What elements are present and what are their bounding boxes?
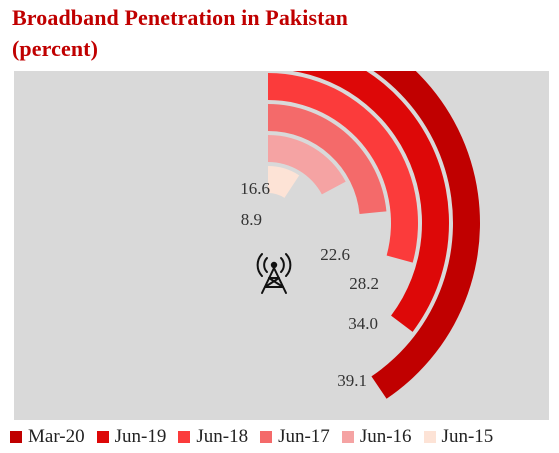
- legend-swatch: [178, 431, 191, 443]
- legend-swatch: [341, 431, 354, 443]
- legend-item-jun-19: Jun-19: [96, 426, 167, 448]
- legend-label: Jun-17: [278, 426, 330, 447]
- legend-swatch: [423, 431, 436, 443]
- legend-swatch: [96, 431, 109, 443]
- legend: Mar-20 Jun-19 Jun-18 Jun-17 Jun-16 Jun-15: [10, 424, 555, 450]
- legend-swatch: [260, 431, 273, 443]
- legend-swatch: [10, 431, 22, 443]
- legend-item-mar-20: Mar-20: [10, 426, 85, 448]
- plot-area: 8.9 16.6 22.6 28.2 34.0 39.1: [14, 71, 549, 420]
- legend-item-jun-18: Jun-18: [178, 426, 248, 448]
- legend-label: Jun-19: [114, 426, 167, 447]
- legend-label: Jun-18: [196, 426, 249, 447]
- value-label-jun-18: 28.2: [349, 274, 379, 293]
- value-label-jun-17: 22.6: [320, 245, 350, 264]
- chart-title: Broadband Penetration in Pakistan (perce…: [12, 5, 349, 61]
- radial-bar-jun-18: [268, 73, 418, 263]
- radial-bar-jun-16: [268, 135, 346, 195]
- value-label-mar-20: 39.1: [337, 371, 367, 390]
- chart-svg: 8.9 16.6 22.6 28.2 34.0 39.1: [240, 71, 480, 399]
- radial-bar-jun-19: [292, 71, 449, 332]
- legend-label: Mar-20: [28, 426, 85, 447]
- broadcast-tower-icon: [256, 253, 292, 294]
- radial-bar-jun-17: [268, 104, 387, 215]
- radial-bar-jun-15: [268, 166, 300, 198]
- legend-item-jun-15: Jun-15: [423, 426, 494, 448]
- legend-label: Jun-16: [359, 426, 412, 447]
- radial-bar-mar-20: [371, 71, 480, 399]
- legend-item-jun-17: Jun-17: [260, 426, 330, 448]
- value-label-jun-15: 8.9: [241, 210, 262, 229]
- value-label-jun-16: 16.6: [240, 179, 270, 198]
- legend-label: Jun-15: [441, 426, 494, 447]
- value-label-jun-19: 34.0: [348, 314, 378, 333]
- legend-item-jun-16: Jun-16: [341, 426, 412, 448]
